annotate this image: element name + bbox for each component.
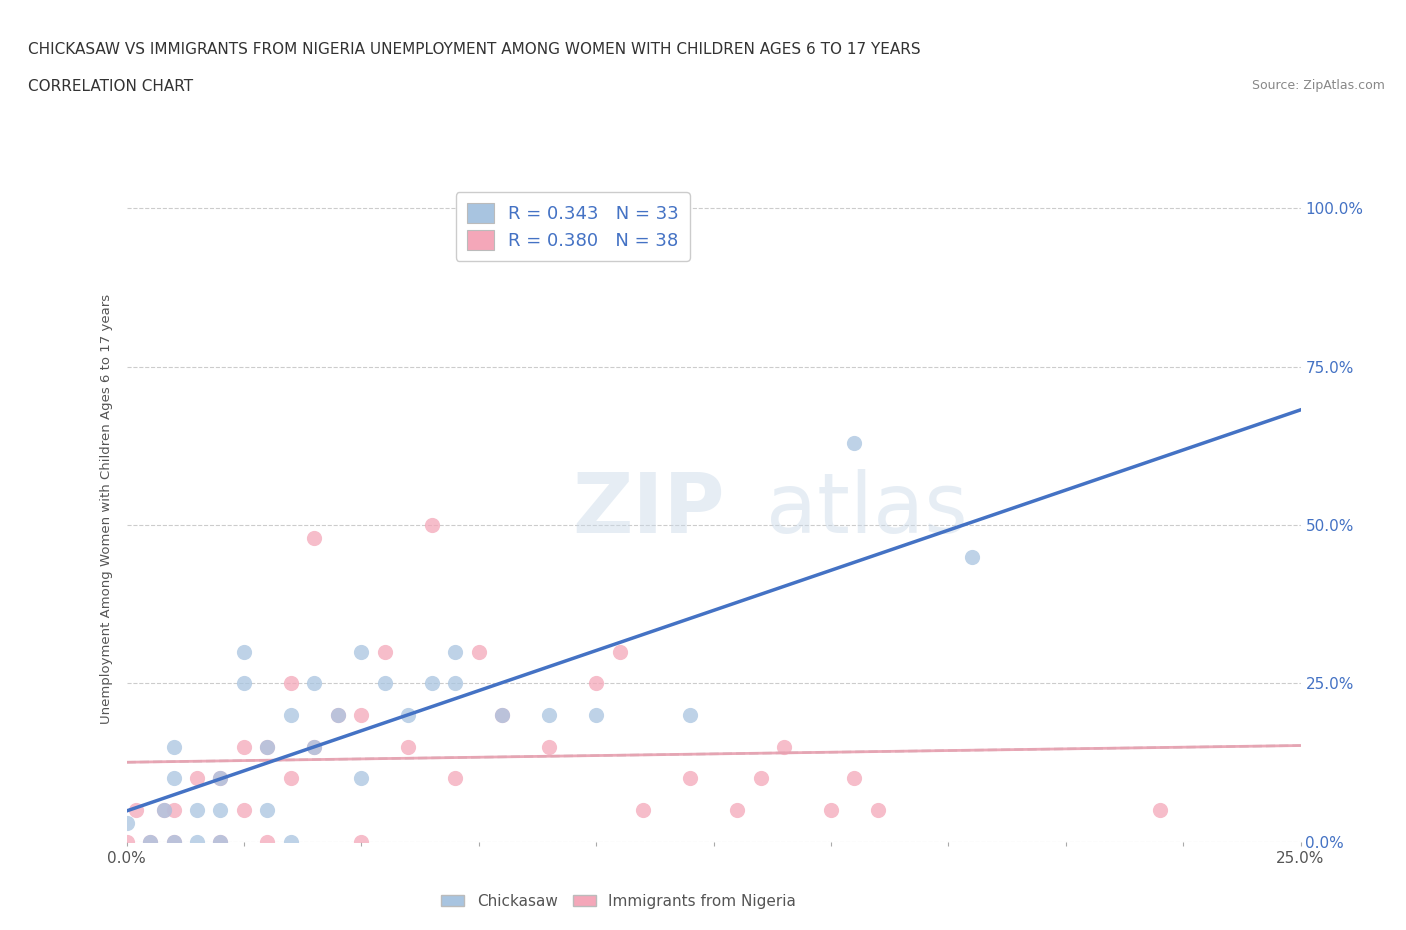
Point — [186, 771, 208, 786]
Y-axis label: Unemployment Among Women with Children Ages 6 to 17 years: Unemployment Among Women with Children A… — [100, 294, 114, 724]
Point — [679, 708, 702, 723]
Point — [326, 708, 349, 723]
Point — [585, 708, 607, 723]
Point — [444, 676, 467, 691]
Point — [420, 676, 443, 691]
Point — [866, 803, 889, 817]
Point — [585, 676, 607, 691]
Point — [396, 708, 419, 723]
Point — [491, 708, 513, 723]
Point — [280, 708, 302, 723]
Text: ZIP: ZIP — [572, 469, 725, 550]
Point — [209, 834, 232, 849]
Point — [374, 644, 396, 659]
Point — [350, 771, 373, 786]
Point — [280, 676, 302, 691]
Text: Source: ZipAtlas.com: Source: ZipAtlas.com — [1251, 79, 1385, 92]
Point — [256, 739, 278, 754]
Point — [162, 834, 184, 849]
Point — [326, 708, 349, 723]
Point — [186, 803, 208, 817]
Text: atlas: atlas — [766, 469, 969, 550]
Point — [233, 803, 256, 817]
Point — [209, 771, 232, 786]
Point — [115, 834, 138, 849]
Point — [115, 816, 138, 830]
Point — [139, 834, 162, 849]
Point — [820, 803, 842, 817]
Point — [186, 834, 208, 849]
Point — [304, 739, 326, 754]
Point — [444, 644, 467, 659]
Point — [679, 771, 702, 786]
Point — [960, 550, 983, 565]
Point — [256, 739, 278, 754]
Point — [491, 708, 513, 723]
Point — [162, 771, 184, 786]
Point — [280, 771, 302, 786]
Point — [350, 834, 373, 849]
Text: CHICKASAW VS IMMIGRANTS FROM NIGERIA UNEMPLOYMENT AMONG WOMEN WITH CHILDREN AGES: CHICKASAW VS IMMIGRANTS FROM NIGERIA UNE… — [28, 42, 921, 57]
Point — [162, 803, 184, 817]
Point — [350, 644, 373, 659]
Legend: R = 0.343   N = 33, R = 0.380   N = 38: R = 0.343 N = 33, R = 0.380 N = 38 — [456, 193, 689, 261]
Point — [538, 739, 561, 754]
Text: CORRELATION CHART: CORRELATION CHART — [28, 79, 193, 94]
Point — [844, 771, 866, 786]
Point — [631, 803, 654, 817]
Point — [125, 803, 148, 817]
Point — [467, 644, 489, 659]
Point — [209, 771, 232, 786]
Point — [153, 803, 176, 817]
Point — [162, 834, 184, 849]
Point — [233, 739, 256, 754]
Point — [609, 644, 631, 659]
Point — [209, 803, 232, 817]
Point — [280, 834, 302, 849]
Point — [209, 834, 232, 849]
Point — [256, 834, 278, 849]
Point — [538, 708, 561, 723]
Point — [153, 803, 176, 817]
Legend: Chickasaw, Immigrants from Nigeria: Chickasaw, Immigrants from Nigeria — [436, 888, 801, 915]
Point — [304, 676, 326, 691]
Point — [233, 644, 256, 659]
Point — [162, 739, 184, 754]
Point — [420, 518, 443, 533]
Point — [350, 708, 373, 723]
Point — [139, 834, 162, 849]
Point — [844, 435, 866, 450]
Point — [1149, 803, 1171, 817]
Point — [304, 739, 326, 754]
Point — [374, 676, 396, 691]
Point — [256, 803, 278, 817]
Point — [773, 739, 796, 754]
Point — [233, 676, 256, 691]
Point — [304, 530, 326, 545]
Point — [396, 739, 419, 754]
Point — [749, 771, 772, 786]
Point — [444, 771, 467, 786]
Point — [725, 803, 748, 817]
